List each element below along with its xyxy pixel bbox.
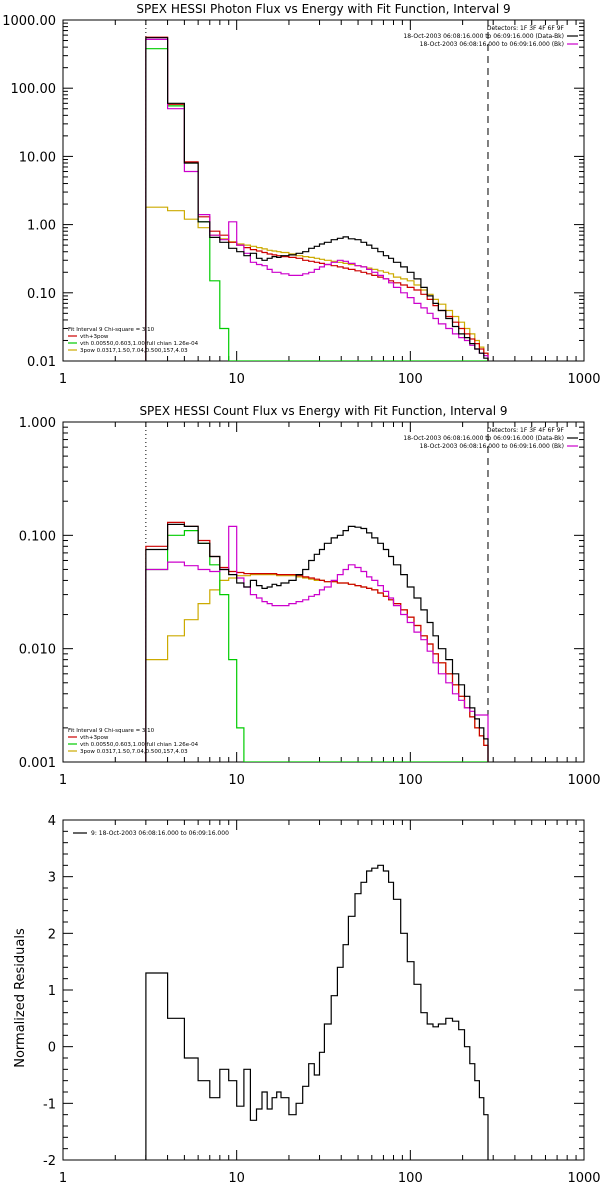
y-tick-label: -2	[43, 1154, 56, 1169]
residuals-panel: Normalized Residuals 1 10 100 1000 -2 -1 0 1 2 3 4 9…	[13, 814, 600, 1186]
series-data-bk	[145, 523, 489, 762]
legend-bottom-entry: vth+3pow	[80, 334, 109, 340]
x-tick-label: 1000	[567, 773, 600, 788]
y-tick-label: 2	[48, 927, 56, 942]
y-tick-label: 1	[48, 984, 56, 999]
legend-top-entry: Detectors: 1F 3F 4F 6F 9F	[487, 427, 565, 434]
plot-frame	[62, 19, 585, 362]
legend-bottom-entry: vth 0.00550,0.603,1.00 full chian 1.26e-…	[80, 341, 199, 347]
x-tick-label: 100	[398, 372, 423, 387]
series-vth	[145, 48, 488, 361]
y-tick-label: 1.00	[27, 219, 56, 234]
series-group	[145, 36, 489, 361]
y-axis-label: Normalized Residuals	[13, 928, 28, 1068]
chart-title: SPEX HESSI Count Flux vs Energy with Fit…	[139, 404, 507, 418]
x-tick-label: 10	[228, 1171, 245, 1186]
legend-bottom-entry: 3pow 0.0317,1.50,7.04,0.500,157,4.03	[80, 348, 188, 354]
y-tick-label: 0.100	[19, 529, 56, 544]
x-tick-label: 100	[398, 1171, 423, 1186]
series-vth-3pow	[145, 521, 489, 762]
legend-entry: 9: 18-Oct-2003 06:08:16.000 to 06:09:16.…	[91, 830, 229, 837]
series-data-bk	[145, 37, 489, 361]
y-tick-label: 0.010	[19, 643, 56, 658]
series-3pow	[145, 574, 489, 762]
y-tick-label: 100.00	[11, 82, 57, 97]
series-vth-3pow	[145, 36, 489, 361]
legend-top-entry: Detectors: 1F 3F 4F 6F 9F	[487, 25, 565, 32]
x-tick-label: 10	[228, 773, 245, 788]
y-tick-label: 1000.00	[2, 14, 56, 29]
legend-bottom-entry: vth+3pow	[80, 735, 109, 741]
legend-top-entry: 18-Oct-2003 06:08:16.000 to 06:09:16.000…	[403, 435, 564, 442]
legend-top-entry: 18-Oct-2003 06:08:16.000 to 06:09:16.000…	[420, 41, 564, 48]
series-bk	[145, 525, 489, 762]
x-tick-label: 100	[398, 773, 423, 788]
plot-frame	[62, 421, 585, 763]
y-tick-label: 1.000	[19, 416, 56, 431]
chart-title: SPEX HESSI Photon Flux vs Energy with Fi…	[136, 2, 510, 16]
count-flux-panel: SPEX HESSI Count Flux vs Energy with Fit…	[19, 404, 600, 788]
photon-flux-panel: SPEX HESSI Photon Flux vs Energy with Fi…	[2, 2, 600, 387]
legend-top-entry: 18-Oct-2003 06:08:16.000 to 06:09:16.000…	[403, 33, 564, 40]
series-9-18-oct-2003-06-08-16-000-to-06-09-16-000	[145, 864, 489, 1160]
x-tick-label: 1	[59, 372, 67, 387]
x-tick-label: 1	[59, 1171, 67, 1186]
y-tick-label: -1	[43, 1097, 56, 1112]
legend-bottom-entry: Fit Interval 9 Chi-square = 3.10	[68, 327, 155, 333]
x-tick-label: 1000	[567, 1171, 600, 1186]
legend-top-entry: 18-Oct-2003 06:08:16.000 to 06:09:16.000…	[420, 443, 564, 450]
y-tick-label: 0.001	[19, 756, 56, 771]
y-tick-label: 3	[48, 871, 56, 886]
y-tick-label: 10.00	[19, 150, 56, 165]
legend-bottom-entry: 3pow 0.0317,1.50,7.04,0.500,157,4.03	[80, 749, 188, 755]
y-tick-label: 0.10	[27, 287, 56, 302]
x-tick-label: 1000	[567, 372, 600, 387]
y-tick-label: 0.01	[27, 355, 56, 370]
series-group	[145, 521, 489, 762]
y-tick-label: 4	[48, 814, 56, 829]
x-tick-label: 1	[59, 773, 67, 788]
legend-bottom-entry: Fit Interval 9 Chi-square = 3.10	[68, 728, 155, 734]
series-3pow	[145, 206, 489, 361]
plot-frame	[62, 819, 585, 1161]
y-tick-label: 0	[48, 1041, 56, 1056]
series-group	[145, 864, 489, 1160]
x-tick-label: 10	[228, 372, 245, 387]
legend-bottom-entry: vth 0.00550,0.603,1.00 full chian 1.26e-…	[80, 742, 199, 748]
series-bk	[145, 38, 489, 361]
